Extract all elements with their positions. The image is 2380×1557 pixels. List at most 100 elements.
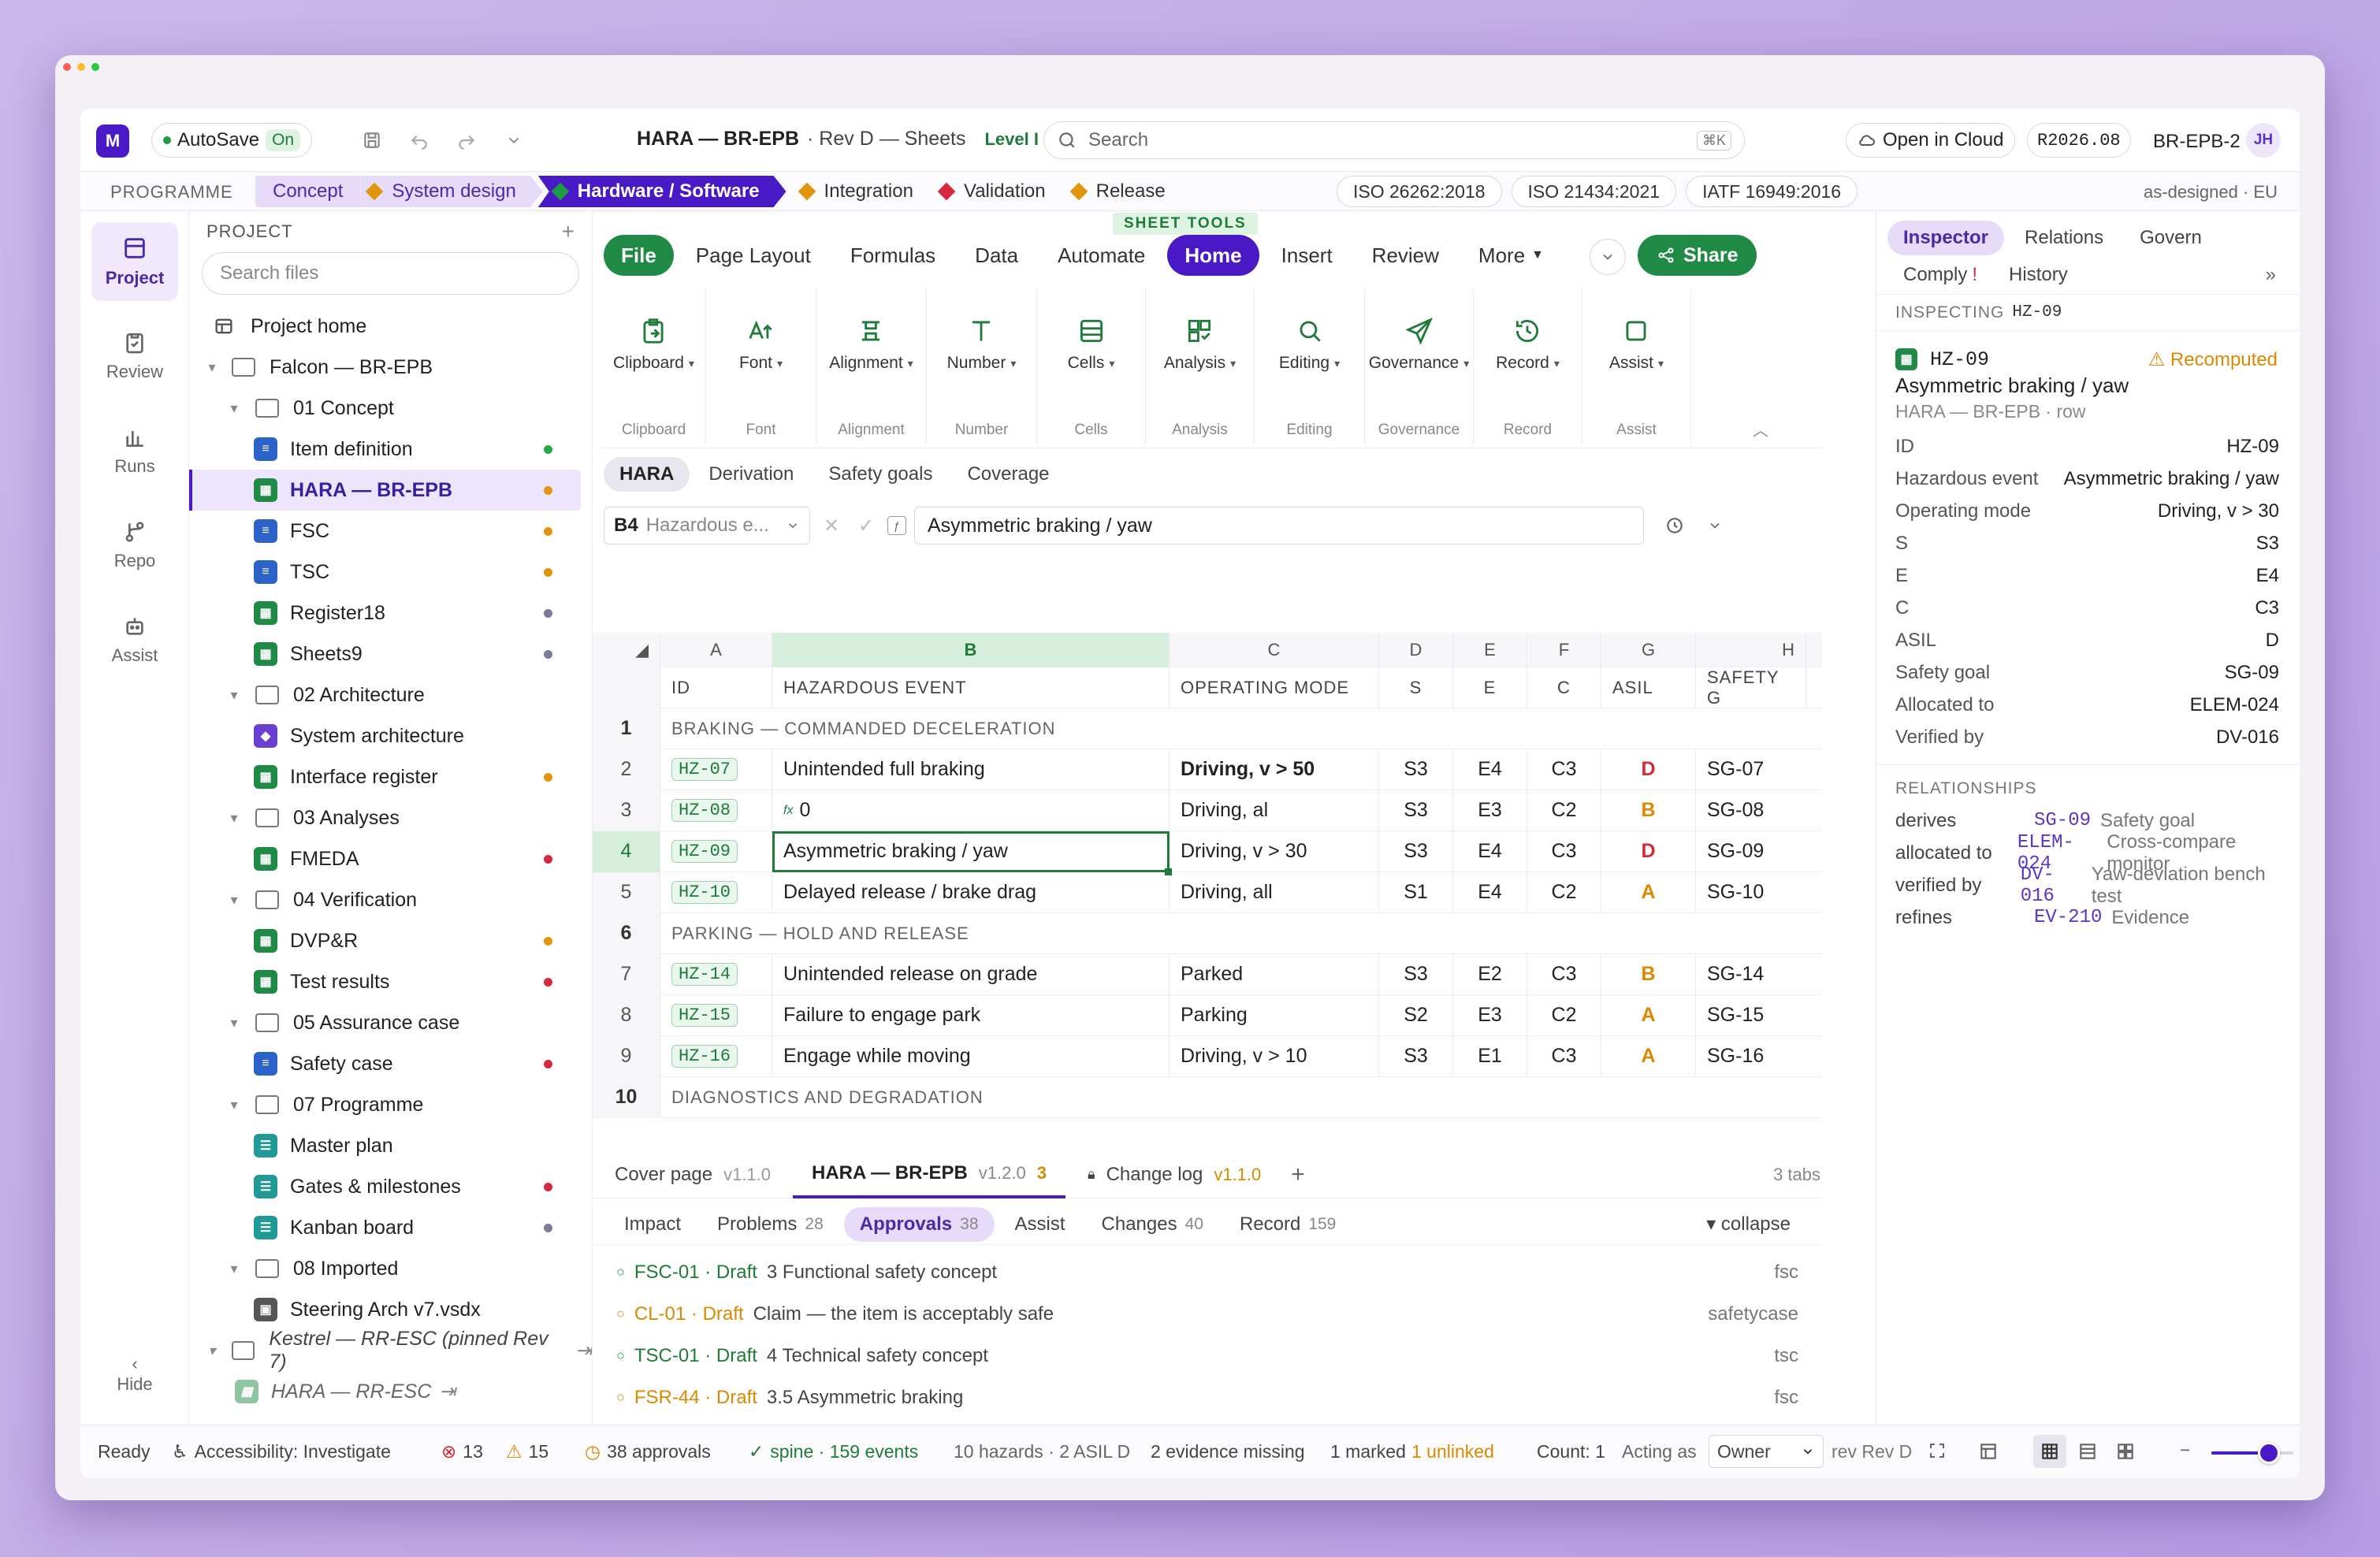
standard-chip[interactable]: ISO 26262:2018	[1337, 176, 1502, 207]
share-button[interactable]: Share	[1638, 235, 1757, 276]
c-cell[interactable]: C2	[1527, 871, 1601, 913]
subtab-hara[interactable]: HARA	[604, 457, 690, 492]
row-number[interactable]: 10	[593, 1076, 660, 1118]
s-cell[interactable]: S3	[1379, 749, 1453, 790]
column-header[interactable]: C	[1527, 667, 1601, 708]
column-letter[interactable]: H	[1696, 632, 1806, 667]
sheet-tab-changelog[interactable]: 🔒︎ Change log v1.1.0	[1065, 1151, 1283, 1198]
marked-status[interactable]: 1 marked	[1330, 1441, 1406, 1462]
approval-row[interactable]: ○ TSC-01 · Draft 4 Technical safety concep…	[593, 1335, 1822, 1377]
unlinked-status[interactable]: 1 unlinked	[1411, 1441, 1494, 1462]
zoom-knob[interactable]	[2257, 1442, 2280, 1464]
chevron-down-icon[interactable]	[1707, 518, 1723, 533]
user-avatar[interactable]: JH	[2246, 123, 2281, 158]
record-button[interactable]: Record ▾	[1496, 316, 1560, 373]
column-letter[interactable]: G	[1601, 632, 1696, 667]
asil-cell[interactable]: D	[1601, 749, 1696, 790]
role-select[interactable]: Owner	[1709, 1435, 1824, 1468]
relationship-row[interactable]: refines EV-210 Evidence	[1876, 901, 2300, 934]
safety-goal-cell[interactable]: SG-16	[1707, 1045, 1765, 1067]
editing-button[interactable]: Editing ▾	[1279, 316, 1340, 373]
column-letter[interactable]: E	[1453, 632, 1527, 667]
list-view-icon[interactable]	[2077, 1441, 2098, 1462]
id-cell[interactable]: HZ-16	[660, 1035, 772, 1077]
sheet-tab-hara[interactable]: HARA — BR-EPB v1.2.0 3	[793, 1151, 1065, 1198]
asil-cell[interactable]: D	[1601, 831, 1696, 872]
name-box[interactable]: B4 Hazardous e...	[604, 507, 810, 544]
panel-tab-problems[interactable]: Problems 28	[701, 1207, 839, 1242]
tree-file[interactable]: ▦ Interface register	[189, 756, 592, 797]
id-cell[interactable]: HZ-09	[660, 831, 772, 872]
c-cell[interactable]: C3	[1527, 953, 1601, 995]
id-cell[interactable]: HZ-07	[660, 749, 772, 790]
tree-file[interactable]: ≡ TSC	[189, 552, 592, 593]
relationship-id[interactable]: EV-210	[2034, 907, 2103, 928]
stage-validation[interactable]: Validation	[937, 176, 1069, 207]
mode-cell[interactable]: Driving, al	[1170, 790, 1379, 831]
tab-review[interactable]: Review	[1371, 243, 1439, 267]
e-cell[interactable]: E4	[1453, 871, 1527, 913]
tree-file[interactable]: ▣ Steering Arch v7.vsdx	[189, 1289, 592, 1330]
field-value[interactable]: Driving, v > 30	[2157, 500, 2279, 522]
relationship-row[interactable]: derives SG-09 Safety goal	[1876, 805, 2300, 837]
approval-row[interactable]: ○ FSR-44 · Draft 3.5 Asymmetric braking fsc	[593, 1377, 1822, 1418]
row-number[interactable]: 4	[593, 831, 660, 872]
history-icon[interactable]	[1664, 515, 1685, 536]
column-header[interactable]: E	[1453, 667, 1527, 708]
mode-cell[interactable]: Driving, v > 10	[1170, 1035, 1379, 1077]
subtab-coverage[interactable]: Coverage	[967, 463, 1050, 485]
add-sheet-icon[interactable]: +	[1291, 1161, 1305, 1187]
event-cell[interactable]: Unintended release on grade	[772, 953, 1170, 995]
cancel-icon[interactable]: ✕	[823, 515, 840, 537]
close-dot[interactable]	[63, 63, 71, 71]
mode-cell[interactable]: Driving, all	[1170, 871, 1379, 913]
formula-input[interactable]: Asymmetric braking / yaw	[914, 507, 1644, 544]
s-cell[interactable]: S3	[1379, 790, 1453, 831]
chevron-up-icon[interactable]: ︿	[1753, 422, 1768, 440]
column-header[interactable]: OPERATING MODE	[1170, 667, 1379, 708]
row-number[interactable]: 7	[593, 953, 660, 995]
add-icon[interactable]: +	[561, 219, 575, 243]
e-cell[interactable]: E3	[1453, 790, 1527, 831]
row-number[interactable]: 9	[593, 1035, 660, 1077]
tab-data[interactable]: Data	[975, 243, 1019, 267]
mode-cell[interactable]: Driving, v > 30	[1170, 831, 1379, 872]
stage-integration[interactable]: Integration	[787, 176, 937, 207]
tree-folder[interactable]: ▾ 01 Concept	[189, 388, 592, 429]
zoom-out-icon[interactable]: −	[2180, 1440, 2191, 1460]
tree-file[interactable]: ◆ System architecture	[189, 715, 592, 756]
rail-assist[interactable]: Assist	[91, 600, 178, 679]
mode-cell[interactable]: Driving, v > 50	[1170, 749, 1379, 790]
asil-cell[interactable]: B	[1601, 953, 1696, 995]
redo-icon[interactable]	[451, 124, 482, 156]
analysis-button[interactable]: Analysis ▾	[1164, 316, 1236, 373]
row-number[interactable]: 5	[593, 871, 660, 913]
tab-more[interactable]: More ▼	[1461, 235, 1561, 276]
tab-automate[interactable]: Automate	[1058, 243, 1146, 267]
accessibility-status[interactable]: ♿︎ Accessibility: Investigate	[172, 1441, 391, 1462]
subtab-derivation[interactable]: Derivation	[708, 463, 794, 485]
tab-govern[interactable]: Govern	[2140, 227, 2202, 248]
assist-button[interactable]: Assist ▾	[1609, 316, 1664, 373]
warning-count[interactable]: ⚠︎ 15	[506, 1441, 549, 1462]
ribbon-collapse-button[interactable]	[1590, 239, 1626, 275]
app-logo[interactable]: M	[96, 124, 129, 158]
s-cell[interactable]: S2	[1379, 994, 1453, 1036]
relationship-id[interactable]: DV-016	[2020, 864, 2055, 907]
event-cell[interactable]: Unintended full braking	[772, 749, 1170, 790]
c-cell[interactable]: C3	[1527, 1035, 1601, 1077]
column-letter[interactable]: A	[660, 632, 772, 667]
panel-tab-record[interactable]: Record 159	[1224, 1207, 1352, 1242]
error-count[interactable]: ⊗ 13	[441, 1441, 483, 1462]
sheet-tab-cover[interactable]: Cover page v1.1.0	[593, 1151, 793, 1198]
safety-goal-cell[interactable]: SG-15	[1707, 1004, 1765, 1026]
field-value[interactable]: HZ-09	[2226, 435, 2279, 457]
tab-inspector[interactable]: Inspector	[1887, 221, 2005, 255]
row-number[interactable]: 8	[593, 994, 660, 1036]
minimize-dot[interactable]	[77, 63, 85, 71]
tree-file[interactable]: ▦ Register18	[189, 593, 592, 634]
column-letter[interactable]: C	[1170, 632, 1379, 667]
column-header[interactable]: S	[1379, 667, 1453, 708]
chevron-down-icon[interactable]	[498, 124, 530, 156]
standard-chip[interactable]: IATF 16949:2016	[1686, 176, 1858, 207]
